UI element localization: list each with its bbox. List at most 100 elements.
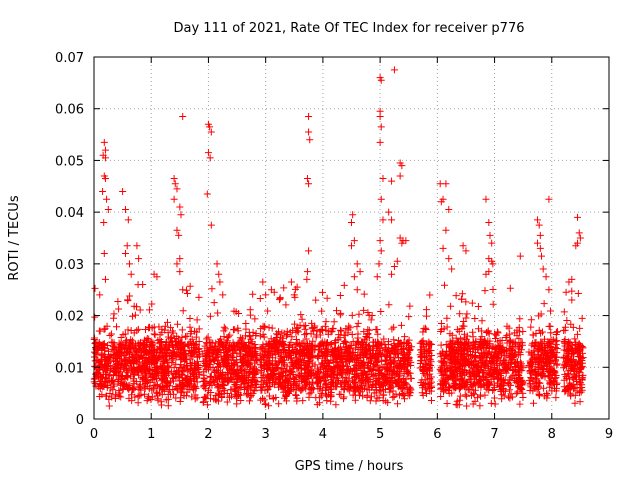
- data-point-outlier: [536, 231, 544, 239]
- data-point-outlier: [575, 229, 583, 237]
- data-point: [390, 323, 398, 331]
- data-point: [182, 351, 190, 359]
- data-point: [105, 353, 113, 361]
- data-point: [377, 307, 385, 315]
- data-point: [153, 390, 161, 398]
- x-tick-label: 1: [147, 427, 155, 442]
- data-point-outlier: [533, 216, 541, 224]
- data-point: [105, 402, 113, 410]
- data-point: [257, 384, 265, 392]
- data-point: [177, 385, 185, 393]
- data-point-outlier: [103, 195, 111, 203]
- data-point: [242, 320, 250, 328]
- data-point: [456, 392, 464, 400]
- data-point: [153, 382, 161, 390]
- data-point: [159, 366, 167, 374]
- data-point: [156, 349, 164, 357]
- data-point: [394, 337, 402, 345]
- data-point: [269, 371, 277, 379]
- data-point: [256, 295, 264, 303]
- data-point: [194, 345, 202, 353]
- data-point: [313, 326, 321, 334]
- data-point: [166, 382, 174, 390]
- data-point: [264, 371, 272, 379]
- data-point: [279, 364, 287, 372]
- data-point-outlier: [485, 218, 493, 226]
- data-point: [348, 330, 356, 338]
- data-point-outlier: [442, 226, 450, 234]
- data-point: [330, 318, 338, 326]
- data-point: [426, 291, 434, 299]
- data-point: [406, 302, 414, 310]
- data-point: [248, 376, 256, 384]
- data-point-outlier: [259, 278, 267, 286]
- data-point: [96, 381, 104, 389]
- data-point: [478, 317, 486, 325]
- data-point: [94, 369, 102, 377]
- data-point: [112, 391, 120, 399]
- data-point: [374, 358, 382, 366]
- data-point: [195, 293, 203, 301]
- data-point: [282, 301, 290, 309]
- data-point: [405, 369, 413, 377]
- data-point: [553, 337, 561, 345]
- data-point: [124, 384, 132, 392]
- data-point: [213, 346, 221, 354]
- data-point: [364, 375, 372, 383]
- data-point: [245, 360, 253, 368]
- data-point: [276, 294, 284, 302]
- data-point: [293, 397, 301, 405]
- data-point: [100, 340, 108, 348]
- data-point: [203, 340, 211, 348]
- data-point-outlier: [100, 138, 108, 146]
- data-point: [265, 339, 273, 347]
- data-point: [390, 341, 398, 349]
- data-point: [189, 369, 197, 377]
- data-point: [108, 393, 116, 401]
- data-point: [218, 394, 226, 402]
- data-point: [527, 316, 535, 324]
- data-point: [443, 400, 451, 408]
- data-point: [280, 353, 288, 361]
- data-point: [383, 366, 391, 374]
- data-point-outlier: [207, 221, 215, 229]
- data-point: [158, 325, 166, 333]
- data-point: [323, 397, 331, 405]
- data-point: [279, 372, 287, 380]
- data-point: [452, 400, 460, 408]
- data-point: [383, 378, 391, 386]
- data-point: [163, 368, 171, 376]
- data-point: [301, 365, 309, 373]
- data-point: [487, 399, 495, 407]
- data-point: [418, 338, 426, 346]
- data-point: [299, 397, 307, 405]
- data-point: [91, 284, 99, 292]
- data-point: [244, 389, 252, 397]
- data-point-outlier: [562, 288, 570, 296]
- data-point: [289, 326, 297, 334]
- data-point: [319, 340, 327, 348]
- data-point: [102, 366, 110, 374]
- data-point: [337, 369, 345, 377]
- data-point: [164, 402, 172, 410]
- data-point: [170, 364, 178, 372]
- data-point: [94, 346, 102, 354]
- data-point: [169, 356, 177, 364]
- data-point: [265, 402, 273, 410]
- data-point: [380, 382, 388, 390]
- data-point-outlier: [353, 286, 361, 294]
- data-point: [257, 355, 265, 363]
- data-point: [560, 308, 568, 316]
- data-point: [327, 328, 335, 336]
- data-point: [150, 330, 158, 338]
- data-point: [180, 363, 188, 371]
- data-point: [240, 353, 248, 361]
- data-point: [146, 379, 154, 387]
- data-point: [248, 348, 256, 356]
- data-point: [262, 400, 270, 408]
- data-point: [150, 356, 158, 364]
- data-point: [212, 374, 220, 382]
- data-point: [153, 345, 161, 353]
- data-point: [398, 378, 406, 386]
- data-point: [263, 379, 271, 387]
